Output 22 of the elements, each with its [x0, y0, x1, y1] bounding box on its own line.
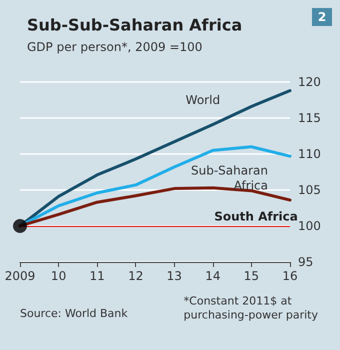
y-tick-label: 110 [298, 147, 321, 161]
text: *Constant 2011$ at purchasing-power parity [184, 294, 318, 322]
y-tick-label: 105 [298, 183, 321, 197]
y-tick-label: 115 [298, 111, 321, 125]
x-tick-label: 16 [282, 269, 298, 283]
y-tick-label: 100 [298, 219, 321, 233]
series-label: South Africa [214, 210, 298, 224]
x-tick-label: 2009 [4, 269, 36, 283]
y-tick-label: 95 [298, 255, 314, 269]
y-tick-label: 120 [298, 75, 321, 89]
x-tick-label: 11 [90, 269, 105, 283]
x-tick-label: 14 [205, 269, 220, 283]
x-tick-label: 12 [128, 269, 144, 283]
chart-title: Sub-Sub-Saharan Africa [27, 16, 242, 34]
x-tick-label: 13 [166, 269, 182, 283]
series-label: Sub-Saharan Africa [191, 164, 268, 193]
text: 2 [318, 10, 326, 24]
x-tick-label: 10 [50, 269, 66, 283]
source-note: Source: World Bank [20, 307, 128, 320]
x-tick-label: 15 [244, 269, 260, 283]
chart-subtitle: GDP per person*, 2009 =100 [27, 40, 202, 54]
series-label: World [186, 92, 220, 107]
